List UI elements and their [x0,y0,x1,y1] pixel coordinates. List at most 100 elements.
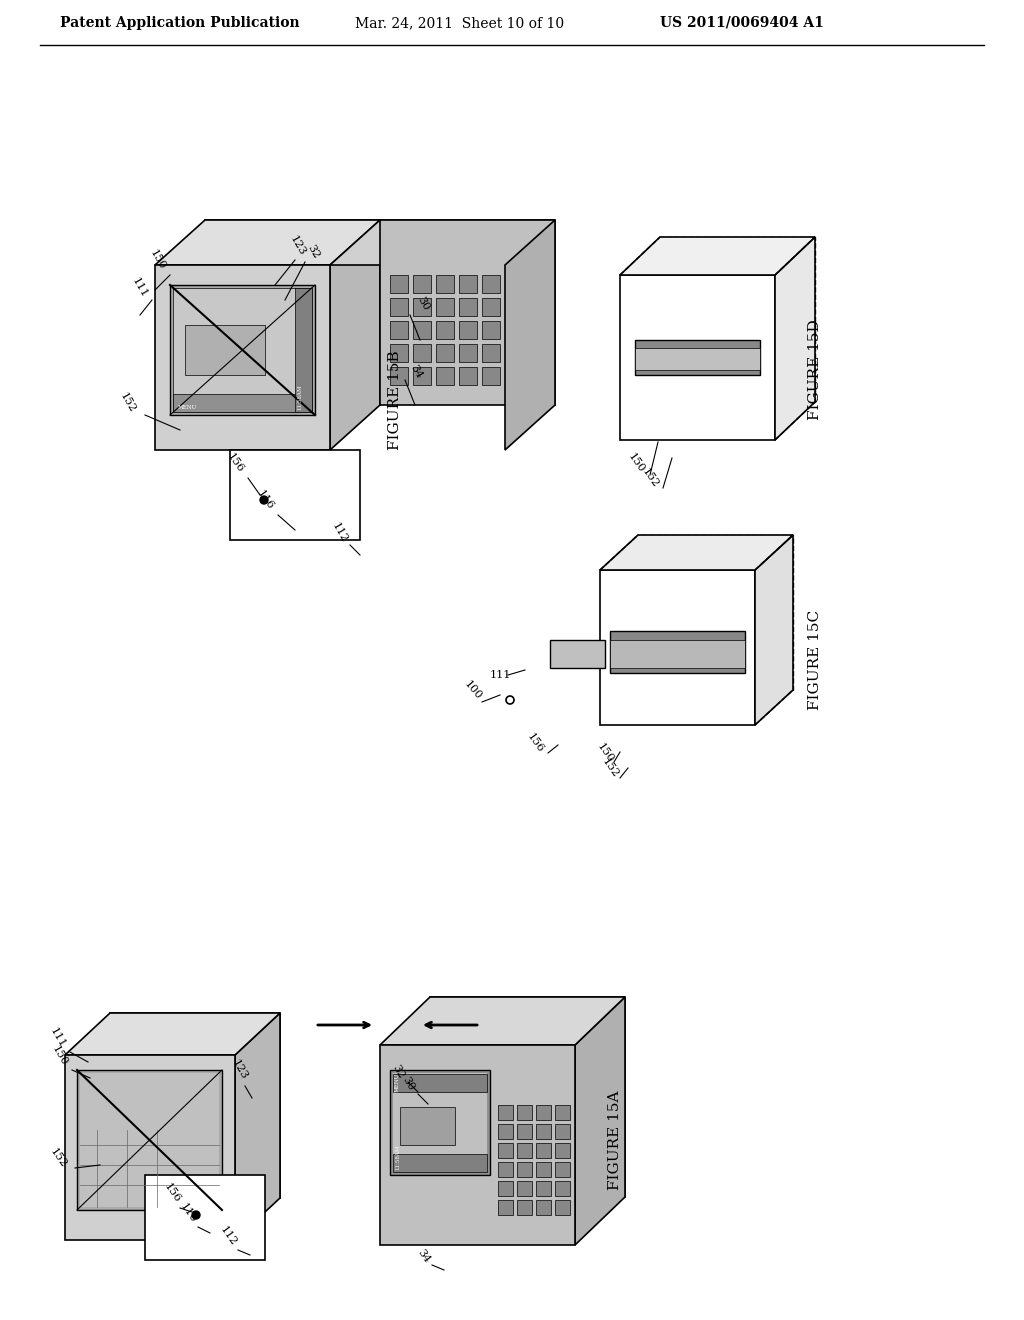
Text: 156: 156 [225,451,246,475]
Bar [380,220,555,405]
Bar [80,1073,219,1206]
Bar [498,1125,513,1139]
Polygon shape [380,997,625,1045]
Text: MENU: MENU [178,405,198,411]
Bar [517,1125,532,1139]
Bar [482,275,500,293]
Bar [517,1105,532,1119]
Polygon shape [600,535,793,570]
Bar [482,367,500,385]
Circle shape [193,1210,200,1218]
Bar [498,1181,513,1196]
Text: 30: 30 [415,294,431,312]
Text: 112: 112 [218,1225,239,1247]
Bar [555,1125,570,1139]
Bar [610,640,745,668]
Bar [555,1181,570,1196]
Text: FIGURE 15C: FIGURE 15C [808,610,822,710]
Bar [413,321,431,339]
Bar [498,1105,513,1119]
Bar [459,275,477,293]
Bar [498,1162,513,1177]
Polygon shape [330,220,380,450]
Text: FIGURE 15A: FIGURE 15A [608,1090,622,1191]
Bar [185,325,265,375]
Bar [517,1200,532,1214]
Bar [482,345,500,362]
Bar [482,321,500,339]
Bar [393,1074,487,1092]
Bar [660,238,815,403]
Text: 34: 34 [408,363,424,380]
Bar [413,345,431,362]
Text: 116: 116 [178,1201,199,1225]
Text: 156: 156 [162,1181,182,1205]
Bar [436,275,454,293]
Text: Patent Application Publication: Patent Application Publication [60,16,300,30]
Text: 11:58AM: 11:58AM [395,1144,400,1170]
Polygon shape [755,535,793,725]
Text: 150: 150 [595,742,615,766]
Bar [459,367,477,385]
Bar [536,1181,551,1196]
Text: 150: 150 [50,1044,70,1068]
Bar [536,1162,551,1177]
Text: 32: 32 [390,1063,406,1080]
Bar [400,1107,455,1144]
Text: 150: 150 [148,248,167,272]
Polygon shape [65,1012,280,1055]
Bar [380,1045,575,1245]
Polygon shape [330,220,555,265]
Polygon shape [155,220,380,265]
Bar [390,1071,490,1175]
Text: 30: 30 [400,1074,416,1092]
Bar [550,640,605,668]
Bar [436,367,454,385]
Text: 123: 123 [230,1059,250,1082]
Bar [536,1143,551,1158]
Text: 116: 116 [255,488,275,512]
Text: MENU: MENU [395,1073,400,1092]
Bar [173,288,312,412]
Bar [393,1154,487,1172]
Bar [459,298,477,315]
Text: 150: 150 [626,451,646,475]
Bar [77,1071,222,1210]
Text: 111: 111 [48,1027,68,1049]
Text: 34: 34 [415,1247,431,1265]
Bar [459,321,477,339]
Text: 32: 32 [305,243,321,260]
Bar [536,1105,551,1119]
Bar [390,321,408,339]
Bar [536,1200,551,1214]
Bar [173,393,312,412]
Bar [555,1105,570,1119]
Bar [436,321,454,339]
Bar [170,285,315,414]
Bar [517,1181,532,1196]
Bar [610,631,745,673]
Text: 111: 111 [130,276,150,300]
Bar [430,997,625,1197]
Bar [638,535,793,690]
Text: 123: 123 [288,235,307,257]
Circle shape [260,496,268,504]
Bar [517,1143,532,1158]
Bar [517,1162,532,1177]
Bar [498,1143,513,1158]
Bar [436,345,454,362]
Polygon shape [775,238,815,440]
Polygon shape [505,220,555,450]
Bar [390,345,408,362]
Polygon shape [575,997,625,1245]
Text: 11:58AM: 11:58AM [297,384,302,411]
Text: US 2011/0069404 A1: US 2011/0069404 A1 [660,16,824,30]
Text: FIGURE 15D: FIGURE 15D [808,319,822,420]
Bar [459,345,477,362]
Bar [436,298,454,315]
Polygon shape [234,1012,280,1239]
Bar [555,1200,570,1214]
Bar [390,275,408,293]
Text: 156: 156 [525,731,546,755]
Text: 152: 152 [118,392,137,414]
